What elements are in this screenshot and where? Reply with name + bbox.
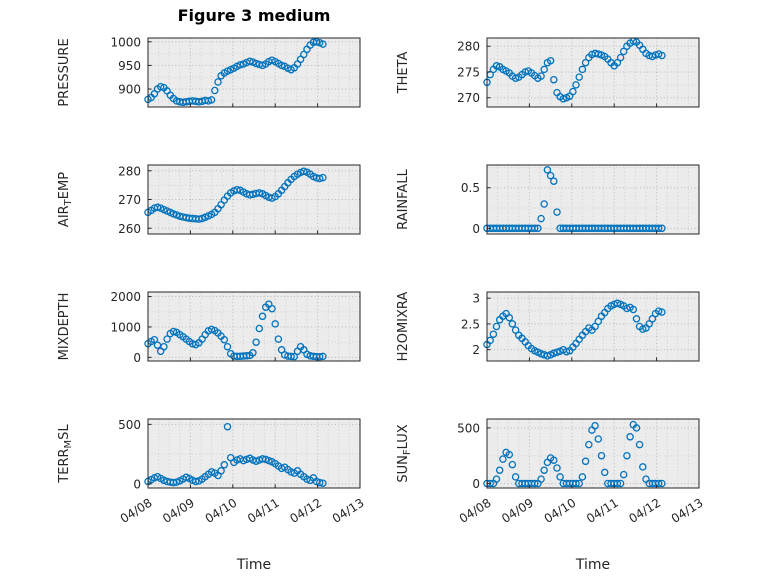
x-tick-labels: 04/08 04/09 04/10 04/11 04/12 04/13 bbox=[457, 496, 706, 526]
tick-marks bbox=[147, 170, 361, 234]
y-tick-labels: 22.53 bbox=[461, 292, 480, 357]
grid-lines bbox=[487, 165, 699, 234]
subplot-rainfall: 0 0.5 RAINFALL bbox=[387, 157, 707, 246]
y-tick-labels: 900 950 1000 bbox=[110, 35, 141, 96]
x-axis-label: Time bbox=[236, 557, 272, 573]
svg-text:04/11: 04/11 bbox=[245, 496, 282, 526]
svg-text:1000: 1000 bbox=[110, 320, 141, 334]
y-axis-label: SUNFLUX bbox=[396, 424, 413, 482]
grid-lines bbox=[148, 419, 360, 488]
plot-canvas-mixdepth: 0 1000 2000 MIXDEPTH bbox=[57, 290, 361, 365]
svg-text:270: 270 bbox=[457, 91, 480, 105]
subplot-h2omixra: 2 2.5 3 H2OMIXRA bbox=[387, 284, 707, 373]
svg-text:04/11: 04/11 bbox=[584, 496, 621, 526]
svg-text:270: 270 bbox=[118, 193, 141, 207]
svg-text:2: 2 bbox=[472, 343, 480, 357]
svg-text:0.5: 0.5 bbox=[461, 181, 480, 195]
plot-canvas-theta: 270 275 280 THETA bbox=[396, 37, 700, 108]
svg-text:1000: 1000 bbox=[110, 35, 141, 49]
y-axis-label: AIRTEMP bbox=[57, 172, 74, 227]
subplot-terrmsl: 0 500 TERRMSL 04/08 04/09 04/10 04/11 04/12 04/1… bbox=[48, 411, 368, 575]
svg-text:2.5: 2.5 bbox=[461, 317, 480, 331]
tick-marks bbox=[147, 423, 361, 488]
y-tick-labels: 0 500 bbox=[457, 421, 480, 491]
svg-text:0: 0 bbox=[472, 477, 480, 491]
svg-text:280: 280 bbox=[118, 164, 141, 178]
tick-marks bbox=[147, 296, 361, 361]
svg-text:500: 500 bbox=[457, 421, 480, 435]
plot-canvas-sun_flux: 0 500 SUNFLUX 04/08 04/09 04/10 04/11 04/12 04/1… bbox=[396, 418, 706, 526]
y-axis-label: THETA bbox=[396, 52, 411, 95]
tick-marks bbox=[486, 427, 700, 488]
y-axis-label: PRESSURE bbox=[57, 38, 72, 106]
y-axis-label: MIXDEPTH bbox=[57, 293, 72, 361]
tick-marks bbox=[486, 297, 700, 361]
svg-text:04/12: 04/12 bbox=[287, 496, 324, 526]
grid-lines bbox=[148, 292, 360, 361]
svg-text:04/09: 04/09 bbox=[160, 496, 197, 526]
svg-text:04/10: 04/10 bbox=[542, 496, 579, 526]
x-axis-label: Time bbox=[575, 557, 611, 573]
svg-text:260: 260 bbox=[118, 222, 141, 236]
svg-text:04/10: 04/10 bbox=[203, 496, 240, 526]
grid-lines bbox=[148, 165, 360, 234]
svg-text:04/12: 04/12 bbox=[626, 496, 663, 526]
svg-text:04/13: 04/13 bbox=[669, 496, 706, 526]
svg-text:3: 3 bbox=[472, 292, 480, 306]
y-tick-labels: 260 270 280 bbox=[118, 164, 141, 236]
svg-text:500: 500 bbox=[118, 418, 141, 432]
data-points bbox=[144, 422, 327, 487]
svg-text:950: 950 bbox=[118, 59, 141, 73]
subplot-pressure: 900 950 1000 PRESSURE bbox=[48, 30, 368, 119]
svg-text:0: 0 bbox=[472, 222, 480, 236]
svg-text:04/08: 04/08 bbox=[457, 496, 494, 526]
figure-title: Figure 3 medium bbox=[177, 6, 331, 25]
svg-text:2000: 2000 bbox=[110, 290, 141, 304]
data-points bbox=[483, 420, 666, 488]
tick-marks bbox=[486, 45, 700, 107]
y-tick-labels: 270 275 280 bbox=[457, 40, 480, 105]
data-points bbox=[483, 37, 666, 103]
svg-text:0: 0 bbox=[133, 351, 141, 365]
data-points bbox=[144, 167, 327, 223]
x-tick-labels: 04/08 04/09 04/10 04/11 04/12 04/13 bbox=[118, 496, 367, 526]
subplot-airtemp: 260 270 280 AIRTEMP bbox=[48, 157, 368, 246]
y-tick-labels: 00.5 bbox=[461, 181, 480, 236]
y-axis-label: H2OMIXRA bbox=[396, 292, 411, 362]
svg-text:04/09: 04/09 bbox=[499, 496, 536, 526]
svg-text:0: 0 bbox=[133, 477, 141, 491]
plot-canvas-pressure: 900 950 1000 PRESSURE bbox=[57, 35, 361, 108]
y-tick-labels: 0 500 bbox=[118, 418, 141, 491]
svg-text:275: 275 bbox=[457, 65, 480, 79]
plot-canvas-air_temp: 260 270 280 AIRTEMP bbox=[57, 164, 361, 236]
data-points bbox=[483, 166, 666, 233]
svg-text:04/08: 04/08 bbox=[118, 496, 155, 526]
plot-canvas-terr_msl: 0 500 TERRMSL 04/08 04/09 04/10 04/11 04/12 04/1… bbox=[57, 418, 367, 526]
data-points bbox=[483, 299, 666, 360]
tick-marks bbox=[486, 187, 700, 234]
svg-text:280: 280 bbox=[457, 40, 480, 54]
subplot-theta: 270 275 280 THETA bbox=[387, 30, 707, 119]
svg-text:900: 900 bbox=[118, 83, 141, 97]
svg-text:04/13: 04/13 bbox=[330, 496, 367, 526]
subplot-mixdepth: 0 1000 2000 MIXDEPTH bbox=[48, 284, 368, 373]
y-axis-label: TERRMSL bbox=[57, 424, 74, 484]
grid-lines bbox=[487, 292, 699, 361]
grid-lines bbox=[148, 38, 360, 107]
subplot-sunflux: 0 500 SUNFLUX 04/08 04/09 04/10 04/11 04/12 04/1… bbox=[387, 411, 707, 575]
y-axis-label: RAINFALL bbox=[396, 168, 411, 229]
y-tick-labels: 0 1000 2000 bbox=[110, 290, 141, 365]
tick-marks bbox=[147, 41, 361, 107]
grid-lines bbox=[487, 38, 699, 107]
